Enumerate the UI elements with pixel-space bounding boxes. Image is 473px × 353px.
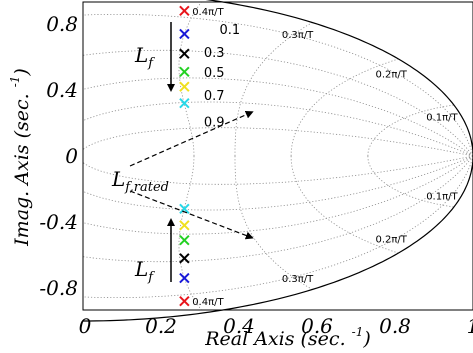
y-tick-label: 0 bbox=[65, 144, 78, 168]
x-tick-label: 0.4 bbox=[223, 314, 255, 338]
natural-frequency-label: 0.4π/T bbox=[192, 7, 224, 18]
dashed-arrow-upper bbox=[129, 110, 254, 167]
pole-marker-3 bbox=[179, 66, 190, 78]
x-tick-label: 0.8 bbox=[379, 314, 411, 338]
pole-marker-5 bbox=[179, 97, 190, 109]
pole-marker-4 bbox=[179, 220, 190, 231]
freq-curve-3-upper bbox=[367, 104, 454, 156]
pole-marker-3 bbox=[179, 234, 190, 246]
pole-marker-2 bbox=[179, 48, 190, 59]
damping-curve-1-lower bbox=[83, 155, 473, 263]
pole-marker-4 bbox=[179, 81, 190, 92]
x-tick-label: 0 bbox=[79, 314, 92, 338]
y-tick-label: 0.8 bbox=[46, 12, 78, 36]
x-axis-label: Real Axis (sec. -1) bbox=[204, 325, 371, 350]
y-tick-labels: 0.8 0.4 0 -0.4 -0.8 bbox=[39, 12, 78, 300]
damping-curve-1-upper bbox=[83, 49, 473, 157]
y-tick-label: 0.4 bbox=[46, 78, 78, 102]
unit-circle-boundary bbox=[83, 0, 473, 322]
damping-curve-2-lower bbox=[83, 155, 473, 235]
y-axis-label: Imag. Axis (sec. -1) bbox=[8, 68, 33, 247]
dashed-arrow-lower bbox=[129, 190, 254, 240]
x-tick-labels: 0 0.2 0.4 0.6 0.8 1 bbox=[79, 314, 473, 338]
y-tick-label: -0.8 bbox=[39, 276, 78, 300]
natural-frequency-label: 0.1π/T bbox=[426, 192, 458, 203]
x-tick-label: 0.2 bbox=[145, 314, 177, 338]
natural-frequency-label: 0.3π/T bbox=[282, 274, 314, 285]
pole-markers bbox=[179, 5, 190, 307]
pole-marker-0 bbox=[179, 295, 190, 307]
pole-marker-0 bbox=[179, 5, 190, 17]
pole-marker-5 bbox=[179, 203, 190, 215]
damping-label: 0.7 bbox=[204, 89, 225, 104]
damping-curve-2-upper bbox=[83, 77, 473, 157]
x-tick-label: 0.6 bbox=[301, 314, 333, 338]
damping-labels: 0.1 0.3 0.5 0.7 0.9 bbox=[204, 23, 240, 130]
natural-frequency-labels: 0.4π/T 0.4π/T 0.3π/T 0.3π/T 0.2π/T 0.2π/T 0.1π… bbox=[192, 7, 458, 308]
damping-label: 0.1 bbox=[220, 23, 241, 38]
natural-frequency-label: 0.2π/T bbox=[376, 235, 408, 246]
freq-curve-1-upper bbox=[234, 22, 313, 156]
lf-label-bottom: Lf bbox=[134, 257, 155, 285]
natural-frequency-label: 0.4π/T bbox=[192, 297, 224, 308]
freq-curve-3-lower bbox=[367, 156, 454, 208]
damping-label: 0.5 bbox=[204, 66, 225, 81]
x-tick-label: 1 bbox=[467, 314, 473, 338]
grid-lines bbox=[83, 2, 473, 310]
y-tick-label: -0.4 bbox=[39, 210, 78, 234]
natural-frequency-label: 0.3π/T bbox=[282, 30, 314, 41]
damping-label: 0.9 bbox=[204, 115, 225, 130]
freq-curve-0-lower bbox=[178, 156, 202, 310]
natural-frequency-label: 0.1π/T bbox=[426, 112, 458, 123]
freq-curve-1-lower bbox=[234, 156, 313, 290]
lf-rated-label: Lf,rated bbox=[111, 167, 169, 195]
lf-label-top: Lf bbox=[134, 43, 155, 71]
pole-marker-1 bbox=[179, 272, 190, 284]
damping-label: 0.3 bbox=[204, 46, 225, 61]
natural-frequency-label: 0.2π/T bbox=[376, 70, 408, 81]
damping-curve-3-upper bbox=[83, 101, 473, 157]
plot-frame bbox=[82, 1, 473, 311]
pole-marker-1 bbox=[179, 28, 190, 40]
pole-marker-2 bbox=[179, 253, 190, 264]
damping-curve-4-upper bbox=[83, 127, 473, 157]
